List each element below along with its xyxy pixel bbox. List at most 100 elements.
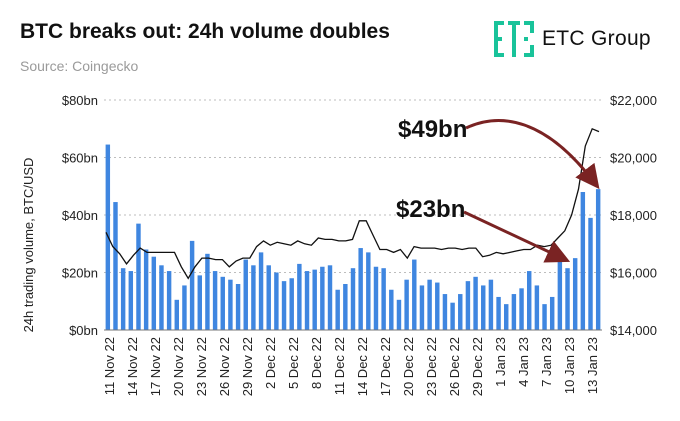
volume-bar	[549, 296, 555, 330]
volume-bar	[251, 265, 256, 330]
arrow-to-23bn	[463, 210, 571, 263]
volume-bar	[442, 294, 448, 330]
volume-bar	[572, 258, 578, 331]
y-left-tick-label: $80bn	[62, 93, 98, 108]
volume-bar	[128, 271, 134, 330]
volume-bar	[113, 202, 118, 330]
volume-bar	[488, 279, 494, 330]
volume-bar	[205, 253, 210, 330]
volume-bar	[534, 285, 540, 330]
volume-bar	[151, 256, 157, 330]
x-tick-label: 23 Nov 22	[194, 337, 209, 396]
x-tick-label: 11 Nov 22	[102, 337, 117, 395]
volume-bar	[159, 265, 164, 330]
arrow-to-49bn	[465, 119, 600, 190]
logo-text: ETC Group	[542, 27, 651, 50]
volume-bar	[588, 217, 593, 331]
volume-bar	[174, 299, 179, 330]
volume-bar	[304, 271, 310, 330]
x-tick-label: 5 Dec 22	[286, 337, 301, 389]
volume-bar	[465, 281, 471, 331]
y-left-tick-label: $40bn	[62, 208, 98, 223]
volume-bar	[580, 192, 586, 330]
volume-bar	[228, 279, 233, 330]
volume-bar	[197, 275, 202, 331]
volume-bar	[595, 189, 601, 331]
annotation-49bn: $49bn	[398, 116, 468, 143]
volume-bar	[412, 259, 417, 330]
etc-logo-icon	[494, 21, 534, 57]
volume-bar	[458, 294, 463, 330]
volume-bar	[235, 284, 241, 330]
volume-bar	[212, 271, 218, 330]
volume-bar	[565, 268, 570, 330]
volume-bar	[450, 302, 455, 330]
volume-bar	[274, 272, 279, 330]
volume-bar	[266, 265, 271, 330]
volume-bar	[166, 271, 172, 330]
y-right-tick-label: $22,000	[610, 93, 657, 108]
y-right-tick-label: $16,000	[610, 266, 657, 281]
volume-bar	[220, 276, 225, 330]
volume-bar	[182, 285, 187, 330]
x-tick-label: 20 Nov 22	[171, 337, 186, 396]
volume-bar	[504, 304, 509, 331]
volume-bar	[297, 263, 302, 331]
volume-bar	[312, 269, 317, 331]
volume-bar	[519, 288, 524, 330]
x-tick-label: 20 Dec 22	[401, 337, 416, 396]
volume-bar	[143, 249, 149, 330]
volume-bar	[396, 299, 402, 330]
y-left-tick-label: $60bn	[62, 151, 98, 166]
x-tick-label: 26 Dec 22	[447, 337, 462, 396]
volume-bar	[136, 223, 141, 331]
volume-bar	[373, 266, 379, 330]
volume-bar	[435, 282, 440, 330]
volume-bar	[557, 259, 563, 330]
y-left-tick-label: $0bn	[69, 323, 98, 338]
volume-bar	[120, 268, 126, 330]
volume-bar	[419, 285, 425, 330]
volume-bar	[366, 252, 371, 331]
volume-bar	[526, 271, 532, 330]
volume-bar	[281, 281, 287, 331]
annotation-23bn: $23bn	[396, 196, 466, 223]
y-right-tick-label: $14,000	[610, 323, 657, 338]
x-tick-label: 13 Jan 23	[585, 337, 600, 394]
y-right-tick-label: $20,000	[610, 151, 657, 166]
volume-bar	[389, 289, 394, 330]
x-tick-label: 14 Dec 22	[355, 337, 370, 396]
volume-bar	[542, 304, 547, 331]
volume-bar	[243, 259, 248, 330]
volume-bar	[258, 252, 264, 331]
x-tick-label: 17 Nov 22	[148, 337, 163, 396]
y-right-tick-label: $18,000	[610, 208, 657, 223]
chart-title: BTC breaks out: 24h volume doubles	[20, 20, 390, 43]
volume-bar	[350, 268, 356, 330]
volume-bar	[404, 279, 409, 330]
btc-price-line	[105, 127, 600, 280]
x-tick-label: 29 Dec 22	[470, 337, 485, 396]
volume-bar	[327, 265, 333, 330]
x-tick-label: 26 Nov 22	[217, 337, 232, 396]
volume-bar	[427, 279, 432, 330]
y-left-tick-label: $20bn	[62, 266, 98, 281]
volume-bar	[381, 268, 386, 330]
volume-bar	[343, 284, 348, 330]
etc-group-logo: ETC Group	[494, 21, 664, 57]
volume-bar	[358, 248, 363, 330]
x-tick-label: 10 Jan 23	[562, 337, 577, 394]
x-tick-label: 29 Nov 22	[240, 337, 255, 396]
volume-bar	[189, 240, 195, 331]
volume-bar	[481, 285, 486, 330]
volume-bar	[335, 289, 340, 330]
x-tick-label: 4 Jan 23	[516, 337, 531, 387]
x-tick-label: 8 Dec 22	[309, 337, 324, 389]
volume-bar	[289, 278, 294, 330]
x-tick-label: 7 Jan 23	[539, 337, 554, 387]
y-axis-title: 24h trading volume, BTC/USD	[21, 158, 36, 333]
volume-bar	[511, 294, 517, 330]
x-tick-label: 14 Nov 22	[125, 337, 140, 396]
chart-subtitle: Source: Coingecko	[20, 58, 139, 74]
